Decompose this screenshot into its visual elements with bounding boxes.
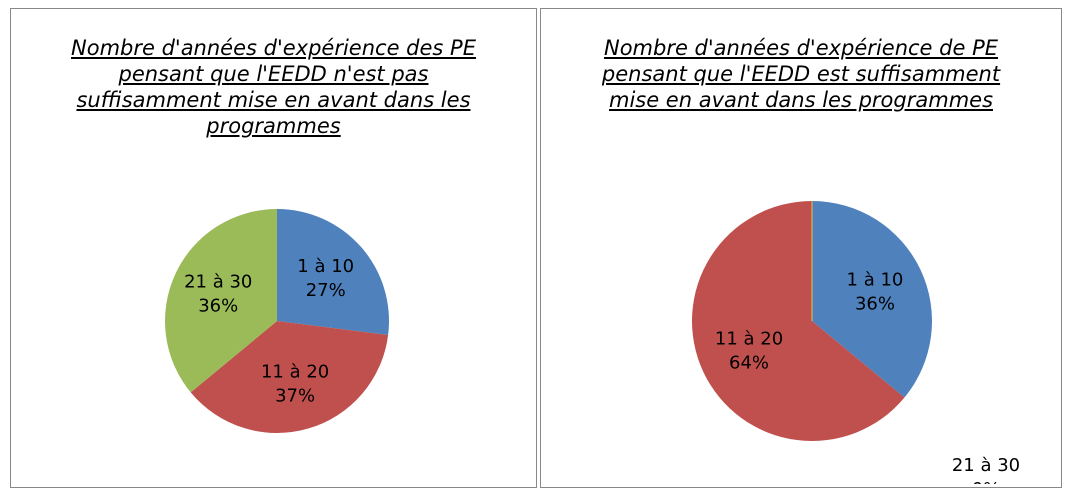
data-label-category: 11 à 20 — [715, 329, 783, 350]
pie-slice — [190, 321, 389, 434]
pie-slice — [812, 201, 932, 398]
data-label: 0% — [972, 479, 1001, 484]
chart-panel: Nombre d'années d'expérience des PE pens… — [10, 8, 537, 488]
data-label-category: 21 à 30 — [952, 455, 1020, 476]
chart-panel: Nombre d'années d'expérience de PE pensa… — [540, 8, 1062, 488]
pie-chart: 1 à 10 36% 11 à 20 64% 21 à 30 0% — [692, 201, 1020, 484]
data-label-category: 1 à 10 — [297, 256, 354, 277]
pie-slice — [277, 209, 390, 336]
data-label-category: 21 à 30 — [184, 271, 252, 292]
data-label: 64% — [729, 353, 769, 374]
data-label-category: 11 à 20 — [261, 361, 329, 382]
data-label-category: 1 à 10 — [847, 269, 904, 290]
data-label: 27% — [306, 280, 346, 301]
chart-title: Nombre d'années d'expérience de PE pensa… — [601, 36, 1001, 112]
pie-chart: 1 à 10 27% 11 à 20 37% 21 à 30 36% — [165, 209, 390, 434]
chart-title: Nombre d'années d'expérience des PE pens… — [71, 36, 476, 138]
data-label: 36% — [855, 293, 895, 314]
data-label: 36% — [198, 295, 238, 316]
pie-slice — [692, 201, 905, 441]
pie-slice — [165, 209, 277, 393]
data-label: 37% — [275, 385, 315, 406]
